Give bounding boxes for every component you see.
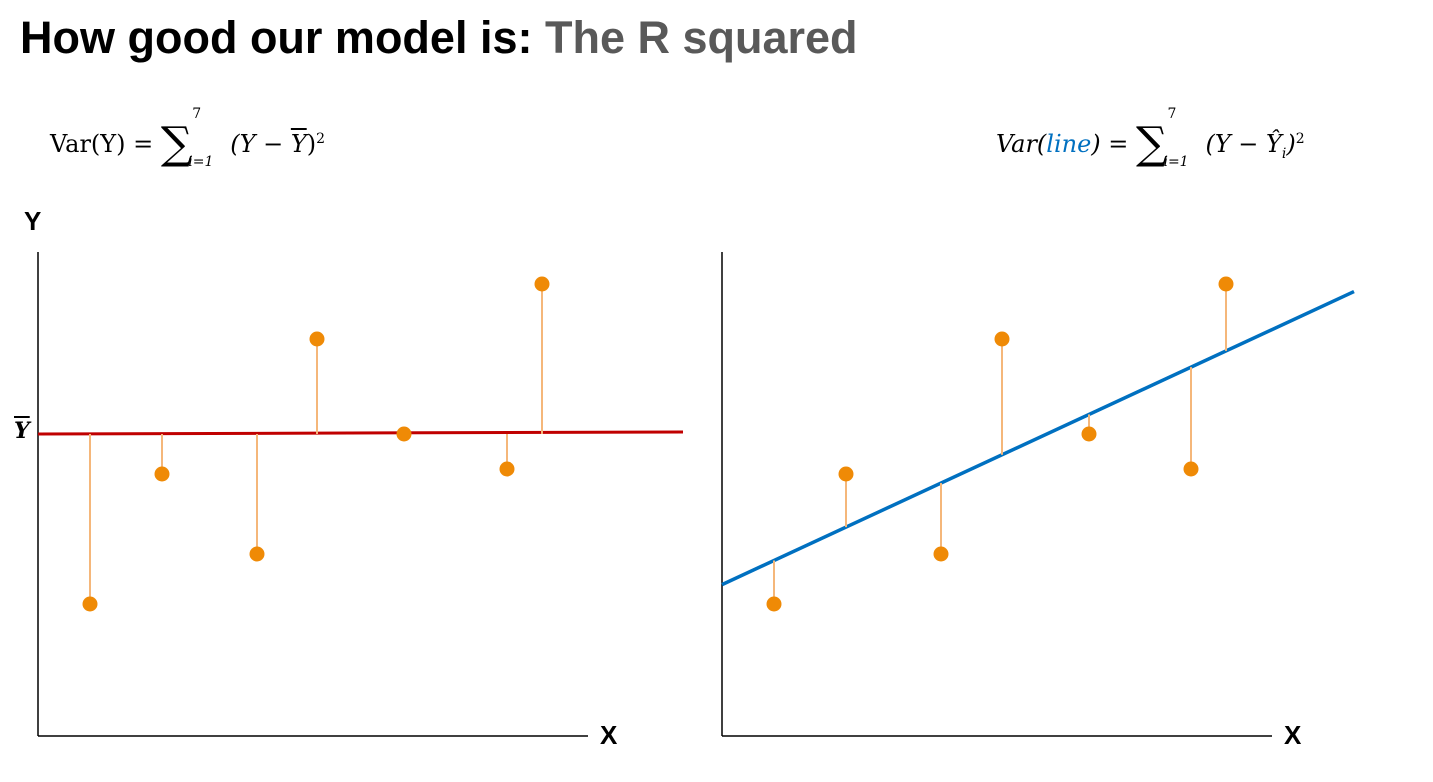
data-point: [838, 466, 854, 482]
data-point: [933, 546, 949, 562]
sum-symbol: ∑: [1136, 118, 1168, 169]
left-plot-mean-residuals: [37, 252, 684, 737]
data-point: [249, 546, 265, 562]
x-axis-label-left: X: [600, 720, 618, 750]
formula-var-y: Var(Y) = ∑ 7 i=1 (Y − Y)2: [50, 105, 325, 170]
data-point: [1183, 461, 1199, 477]
data-point: [499, 461, 515, 477]
right-plot-line-residuals: [721, 252, 1355, 737]
title-subtitle: The R squared: [544, 12, 858, 63]
x-axis-label-right: X: [1284, 720, 1302, 750]
data-point: [82, 596, 98, 612]
data-point: [154, 466, 170, 482]
page-title: How good our model is: The R squared: [20, 12, 858, 64]
formula-var-line: Var(line) = ∑ 7 i=1 (Y − Ŷi)2: [996, 105, 1305, 170]
data-point: [766, 596, 782, 612]
data-point: [994, 331, 1010, 347]
title-main: How good our model is:: [20, 12, 533, 63]
y-axis-label: Y: [24, 206, 42, 236]
data-point: [534, 276, 550, 292]
y-mean-label: Y: [14, 418, 30, 444]
mean-line: [37, 430, 684, 436]
data-point: [1218, 276, 1234, 292]
data-point: [309, 331, 325, 347]
regression-line: [721, 289, 1355, 587]
data-point: [396, 426, 412, 442]
sum-symbol: ∑: [160, 118, 193, 169]
data-point: [1081, 426, 1097, 442]
